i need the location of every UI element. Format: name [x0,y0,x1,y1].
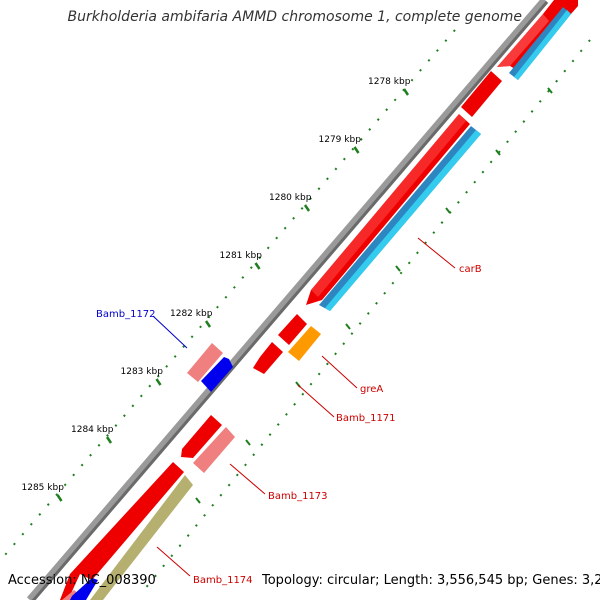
topology-text: Topology: circular; Length: 3,556,545 bp… [262,573,600,588]
accession-value: NC_008390 [80,573,156,588]
label-Bamb_1173[interactable]: Bamb_1173 [229,463,328,502]
label-Bamb_1171[interactable]: Bamb_1171 [297,384,396,424]
ruler-tick [303,204,311,212]
ruler-tick [56,494,63,502]
label-Bamb_1171-text: Bamb_1171 [336,413,396,424]
ruler-tick [402,88,410,96]
cog-carB-top [509,7,571,80]
label-Bamb_1174[interactable]: Bamb_1174 [156,546,253,586]
label-Bamb_1172[interactable]: Bamb_1172 [96,309,188,349]
ruler-tick [353,146,360,154]
ruler-tick [155,378,162,386]
gene-Bamb_1171[interactable] [253,342,283,374]
gene-Bamb_1174[interactable] [60,462,184,600]
ruler-tick-label: 1283 kbp [121,367,164,377]
ruler-tick-label: 1285 kbp [22,483,65,493]
cog-Bamb_1174 [90,475,193,600]
label-greA-text: greA [360,384,383,395]
gene-greA[interactable] [278,314,307,345]
ruler-tick-label: 1281 kbp [220,251,263,261]
ruler-tick-label: 1280 kbp [269,193,312,203]
label-greA[interactable]: greA [321,355,383,395]
inner-ring-ticks [195,87,553,504]
gene-Bamb_1173-light[interactable] [193,427,235,473]
ruler-tick-label: 1282 kbp [170,309,213,319]
label-Bamb_1173-text: Bamb_1173 [268,491,328,502]
ruler-tick-label: 1279 kbp [319,135,362,145]
accession-text: Accession: NC_008390 [8,573,156,588]
gene-Bamb_1172-light[interactable] [187,343,223,382]
ruler-tick [105,436,113,444]
label-Bamb_1172-text: Bamb_1172 [96,309,156,320]
ruler-tick-label: 1278 kbp [368,77,411,87]
label-carB[interactable]: carB [417,237,482,275]
gene-carB-segment[interactable] [461,71,502,117]
ruler-tick [204,320,212,328]
map-title: Burkholderia ambifaria AMMD chromosome 1… [67,9,522,25]
outer-dotted-ring [4,29,456,556]
cog-greA [288,326,321,361]
gene-carB[interactable] [306,114,470,305]
cog-carB [319,126,481,311]
backbone [26,0,549,600]
label-carB-text: carB [459,264,482,275]
gene-Bamb_1172[interactable] [201,357,233,392]
ruler-tick [254,262,261,270]
accession-label: Accession: [8,573,77,588]
ruler: 1278 kbp 1279 kbp 1280 kbp 1281 kbp 1282 kbp… [22,77,411,502]
gene-Bamb_1173-upper[interactable] [181,415,222,458]
gene-bottom-blue [70,578,98,600]
label-Bamb_1174-text: Bamb_1174 [193,575,253,586]
ruler-tick-label: 1284 kbp [71,425,114,435]
